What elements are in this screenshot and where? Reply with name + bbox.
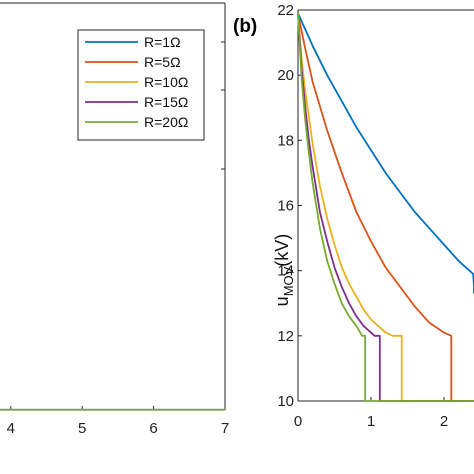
b-series-line — [297, 13, 474, 402]
y-axis-label-sub: MOV — [281, 266, 296, 296]
b-series-line — [297, 13, 474, 402]
b-y-tick-label: 22 — [277, 2, 294, 19]
b-series — [297, 12, 474, 402]
legend-label: R=1Ω — [144, 34, 181, 50]
left-x-tick-label: 6 — [149, 420, 157, 437]
left-panel: 4 5 6 7 R=1Ω R=5Ω R=10Ω R=15Ω R=20Ω — [0, 2, 229, 437]
y-axis-label-main: u — [272, 296, 292, 306]
left-right-ticks — [221, 41, 225, 170]
legend-label: R=15Ω — [144, 94, 188, 110]
b-y-tick-label: 14 — [277, 263, 294, 280]
left-x-tick-label: 5 — [78, 420, 86, 437]
b-y-tick-label: 16 — [277, 198, 294, 215]
b-y-tick-label: 18 — [277, 132, 294, 149]
legend-entries: R=1Ω R=5Ω R=10Ω R=15Ω R=20Ω — [85, 34, 188, 130]
left-x-tick-label: 4 — [7, 420, 15, 437]
y-axis-label: uMOV(kV) — [272, 234, 296, 307]
b-x-tick-label: 0 — [294, 413, 302, 430]
b-series-line — [297, 13, 474, 402]
b-x-tick-label: 2 — [440, 413, 448, 430]
left-x-tick-label: 7 — [221, 420, 229, 437]
b-y-tick-label: 12 — [277, 328, 294, 345]
b-y-tick-label: 10 — [277, 393, 294, 410]
b-y-ticks: 10 12 14 16 18 20 22 — [277, 2, 302, 410]
b-y-tick-label: 20 — [277, 67, 294, 84]
b-series-line — [297, 13, 474, 402]
b-x-ticks: 0 1 2 — [294, 397, 448, 430]
y-axis-label-unit: (kV) — [272, 234, 292, 267]
panel-label: (b) — [233, 16, 257, 37]
legend: R=1Ω R=5Ω R=10Ω R=15Ω R=20Ω — [77, 29, 205, 141]
b-x-tick-label: 1 — [367, 413, 375, 430]
legend-label: R=5Ω — [144, 54, 181, 70]
legend-label: R=20Ω — [144, 114, 188, 130]
left-x-ticks: 4 5 6 7 — [7, 406, 229, 437]
legend-label: R=10Ω — [144, 74, 188, 90]
b-series-line — [297, 12, 474, 294]
